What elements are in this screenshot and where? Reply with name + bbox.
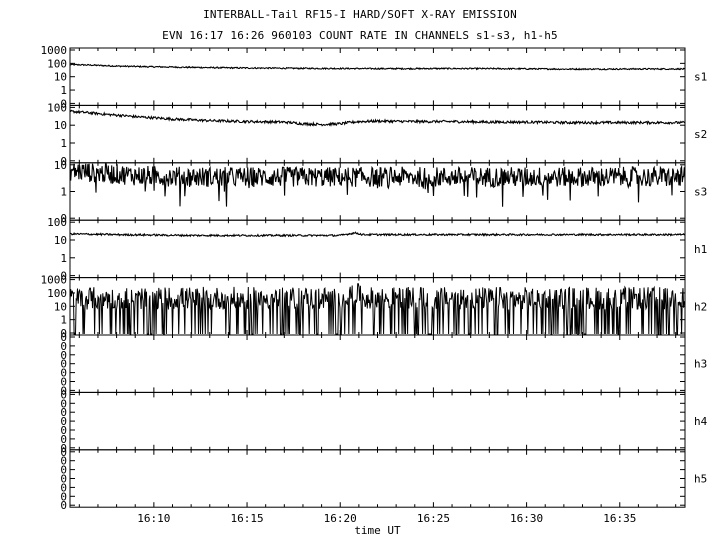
y-tick-label-s2: 100: [47, 101, 67, 114]
y-tick-label-h4: 0: [60, 388, 67, 401]
x-tick-label: 16:10: [137, 512, 170, 525]
panel-label-s1: s1: [694, 71, 707, 84]
panel-frame-h5: [69, 449, 686, 508]
panel-label-h1: h1: [694, 243, 707, 256]
panel-label-s2: s2: [694, 128, 707, 141]
y-tick-label-h5: 0: [60, 464, 67, 477]
y-tick-label-h2: 0: [60, 327, 67, 340]
y-tick-label-s3: 0: [60, 212, 67, 225]
series-line-s1: [69, 63, 686, 71]
y-tick-label-h3: 0: [60, 367, 67, 380]
y-tick-label-h3: 0: [60, 349, 67, 362]
series-line-s3: [69, 163, 686, 207]
y-tick-label-s2: 1: [60, 137, 67, 150]
y-tick-label-h3: 0: [60, 340, 67, 353]
y-tick-label-h5: 0: [60, 499, 67, 512]
series-line-h1: [69, 231, 686, 238]
y-tick-label-s1: 0: [60, 97, 67, 110]
panel-frame-h3: [69, 334, 686, 393]
y-tick-label-h4: 0: [60, 433, 67, 446]
y-tick-label-h3: 0: [60, 384, 67, 397]
panel-label-h4: h4: [694, 415, 708, 428]
y-tick-label-h1: 10: [54, 234, 67, 247]
y-tick-label-h1: 100: [47, 216, 67, 229]
y-tick-label-h2: 100: [47, 287, 67, 300]
y-tick-label-s3: 1: [60, 186, 67, 199]
y-tick-label-h3: 0: [60, 376, 67, 389]
panel-label-h3: h3: [694, 358, 707, 371]
series-line-s2: [69, 109, 686, 127]
y-tick-label-h2: 1: [60, 314, 67, 327]
x-tick-label: 16:30: [510, 512, 543, 525]
y-tick-label-h4: 0: [60, 397, 67, 410]
chart-subtitle: EVN 16:17 16:26 960103 COUNT RATE IN CHA…: [162, 29, 558, 42]
x-axis-label: time UT: [354, 524, 401, 537]
y-tick-label-h1: 0: [60, 270, 67, 283]
y-tick-label-h5: 0: [60, 446, 67, 459]
x-tick-label: 16:15: [230, 512, 263, 525]
y-tick-label-h5: 0: [60, 473, 67, 486]
y-tick-label-h3: 0: [60, 331, 67, 344]
chart-title: INTERBALL-Tail RF15-I HARD/SOFT X-RAY EM…: [203, 8, 517, 21]
x-tick-label: 16:20: [324, 512, 357, 525]
y-tick-label-s1: 1000: [41, 44, 68, 57]
y-tick-label-s3: 10: [54, 159, 67, 172]
panel-frame-s1: [69, 47, 686, 106]
y-tick-label-h4: 0: [60, 424, 67, 437]
x-tick-label: 16:35: [603, 512, 636, 525]
y-tick-label-h4: 0: [60, 442, 67, 455]
y-tick-label-h5: 0: [60, 455, 67, 468]
panel-frame-h4: [69, 391, 686, 451]
y-tick-label-h5: 0: [60, 490, 67, 503]
panel-label-h2: h2: [694, 300, 707, 313]
y-tick-label-h2: 1000: [41, 274, 68, 287]
y-tick-label-h4: 0: [60, 406, 67, 419]
x-tick-label: 16:25: [417, 512, 450, 525]
panel-frame-h1: [69, 219, 686, 279]
y-tick-label-s1: 10: [54, 71, 67, 84]
y-tick-label-h5: 0: [60, 481, 67, 494]
y-tick-label-s2: 10: [54, 119, 67, 132]
y-tick-label-s1: 1: [60, 84, 67, 97]
y-tick-label-s2: 0: [60, 155, 67, 168]
y-tick-label-h4: 0: [60, 415, 67, 428]
series-line-h2: [69, 283, 686, 335]
y-tick-label-h3: 0: [60, 358, 67, 371]
y-tick-label-h1: 1: [60, 252, 67, 265]
y-tick-label-h2: 10: [54, 300, 67, 313]
panel-label-h5: h5: [694, 473, 707, 486]
y-tick-label-s1: 100: [47, 57, 67, 70]
panel-label-s3: s3: [694, 186, 707, 199]
panel-frame-s2: [69, 104, 686, 164]
